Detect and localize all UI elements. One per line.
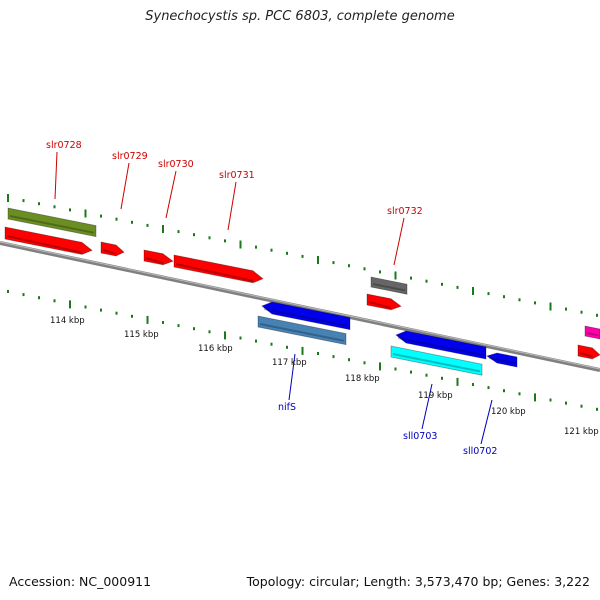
feature-slr0731-arrow-shade [175,263,254,282]
genome-summary-text: Topology: circular; Length: 3,573,470 bp… [246,574,590,589]
kbp-label: 116 kbp [198,344,233,354]
leader-line-sll0702 [480,399,493,445]
gene-label-sll0703: sll0703 [403,431,437,442]
kbp-label: 121 kbp [564,427,599,437]
label-leader-lines [54,151,493,445]
kbp-label: 115 kbp [124,330,159,340]
kbp-label: 117 kbp [272,358,307,368]
kbp-label: 119 kbp [418,391,453,401]
leader-line-slr0732 [393,217,405,266]
gene-label-nifS: nifS [278,402,296,413]
feature-gray-bar-shade [372,283,406,292]
map-title: Synechocystis sp. PCC 6803, complete gen… [145,9,455,24]
feature-edge-red-arrow [577,344,600,360]
feature-slr0730-arrow-shade [145,257,164,264]
leader-line-slr0729 [120,162,130,210]
backbone-line [0,241,600,372]
feature-slr0728-arrow [4,226,93,255]
feature-sll0703-cyan-bar [390,345,483,376]
leader-line-slr0728 [54,151,58,200]
gene-label-slr0732: slr0732 [387,206,423,217]
backbone-highlight [0,241,600,370]
feature-sll0703-cyan-bar-shade [392,353,481,373]
feature-gray-bar [370,276,408,295]
feature-nifS-bar-shade [259,323,345,342]
feature-sll0703-arrow-shade [397,337,485,357]
gene-label-sll0702: sll0702 [463,446,497,457]
gene-label-slr0730: slr0730 [158,159,194,170]
feature-sll0703-arrow [395,330,487,360]
feature-edge-red-arrow-shade [579,352,593,358]
leader-line-sll0703 [421,383,433,430]
feature-slr0729-arrow-shade [102,249,117,255]
tick-marks [0,194,600,411]
accession-text: Accession: NC_000911 [9,574,152,589]
feature-reverse-blue-arrow [261,301,351,331]
kbp-label: 120 kbp [491,407,526,417]
feature-nifS-bar [257,315,347,346]
feature-arrows [4,207,600,376]
feature-edge-magenta-bar-shade [586,332,599,337]
gene-label-slr0731: slr0731 [219,170,255,181]
leader-line-nifS [288,353,296,401]
feature-sll0702-arrow [486,352,518,368]
feature-olive-bar-shade [9,215,95,234]
feature-slr0731-arrow [173,254,264,284]
feature-sll0702-arrow-shade [488,357,516,365]
feature-slr0728-arrow-shade [6,235,83,254]
feature-edge-magenta-bar [584,325,600,340]
gene-label-slr0728: slr0728 [46,140,82,151]
kbp-label: 114 kbp [50,316,85,326]
feature-slr0732-arrow [366,293,402,311]
labels: 114 kbp 115 kbp 116 kbp 117 kbp 118 kbp 119 k… [46,140,599,457]
feature-reverse-blue-arrow-shade [263,308,349,327]
leader-line-slr0730 [165,170,177,219]
feature-slr0729-arrow [100,241,125,257]
leader-line-slr0731 [227,181,237,231]
kbp-label: 118 kbp [345,374,380,384]
feature-slr0730-arrow [143,249,174,266]
feature-slr0732-arrow-shade [368,301,392,309]
feature-olive-bar [7,207,97,238]
gene-label-slr0729: slr0729 [112,151,148,162]
